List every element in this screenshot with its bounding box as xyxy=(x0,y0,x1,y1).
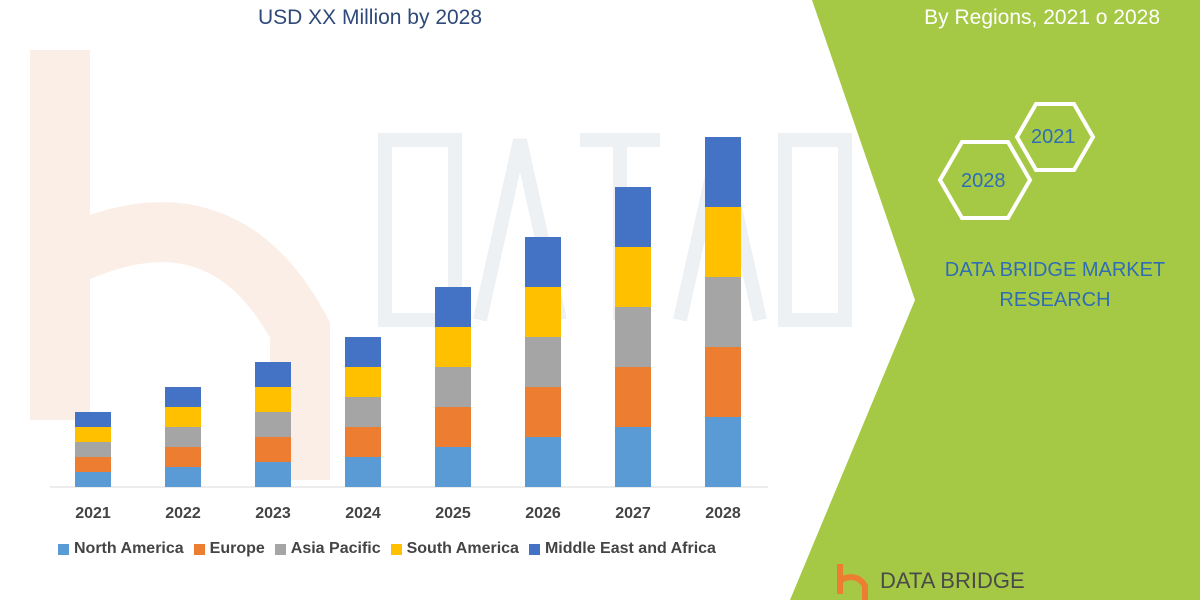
legend-swatch xyxy=(193,543,205,555)
legend-swatch xyxy=(274,543,286,555)
bar-segment-2028-asia-pacific xyxy=(705,277,741,347)
legend-item: Europe xyxy=(193,540,265,558)
legend-swatch xyxy=(58,543,69,555)
bar-segment-2023-asia-pacific xyxy=(255,412,291,437)
bar-segment-2025-europe xyxy=(435,407,471,447)
bar-segment-2025-middle-east-and-africa xyxy=(435,287,471,327)
bar-segment-2028-south-america xyxy=(705,207,741,277)
legend-label: North America xyxy=(74,540,184,557)
bar-segment-2022-middle-east-and-africa xyxy=(165,387,201,407)
bar-segment-2024-europe xyxy=(345,427,381,457)
x-tick-label: 2021 xyxy=(75,505,111,522)
x-tick-label: 2027 xyxy=(615,505,651,522)
legend-swatch xyxy=(390,543,402,555)
bar-segment-2025-south-america xyxy=(435,327,471,367)
legend-label: Middle East and Africa xyxy=(544,540,716,557)
legend-label: Asia Pacific xyxy=(290,540,381,557)
bar-segment-2024-asia-pacific xyxy=(345,397,381,427)
bar-segment-2021-europe xyxy=(75,457,111,472)
legend-item: North America xyxy=(58,540,184,558)
legend-label: South America xyxy=(406,540,519,557)
x-tick-label: 2024 xyxy=(345,505,381,522)
legend-swatch xyxy=(528,543,540,555)
bar-segment-2024-north-america xyxy=(345,457,381,487)
bar-segment-2025-asia-pacific xyxy=(435,367,471,407)
bar-segment-2026-middle-east-and-africa xyxy=(525,237,561,287)
logo-text: DATA BRIDGE xyxy=(880,568,1025,593)
bar-segment-2022-asia-pacific xyxy=(165,427,201,447)
bar-segment-2027-north-america xyxy=(615,427,651,487)
legend-label: Europe xyxy=(209,540,265,557)
bar-segment-2026-south-america xyxy=(525,287,561,337)
x-tick-label: 2023 xyxy=(255,505,291,522)
bar-segment-2028-north-america xyxy=(705,417,741,487)
bar-segment-2026-europe xyxy=(525,387,561,437)
bar-segment-2022-north-america xyxy=(165,467,201,487)
legend-item: Asia Pacific xyxy=(274,540,381,558)
bar-segment-2027-middle-east-and-africa xyxy=(615,187,651,247)
x-tick-label: 2025 xyxy=(435,505,471,522)
bar-segment-2021-asia-pacific xyxy=(75,442,111,457)
legend: North America Europe Asia Pacific South Ame… xyxy=(58,540,716,558)
bar-segment-2022-europe xyxy=(165,447,201,467)
bar-segment-2024-south-america xyxy=(345,367,381,397)
bar-segment-2021-north-america xyxy=(75,472,111,487)
legend-item: South America xyxy=(390,540,519,558)
data-bridge-logo-icon xyxy=(837,564,868,600)
bar-segment-2025-north-america xyxy=(435,447,471,487)
bar-segment-2027-asia-pacific xyxy=(615,307,651,367)
bar-segment-2026-north-america xyxy=(525,437,561,487)
hexagon-2021-icon xyxy=(1014,102,1096,172)
bar-segment-2024-middle-east-and-africa xyxy=(345,337,381,367)
bar-segment-2027-south-america xyxy=(615,247,651,307)
brand-name: DATA BRIDGE MARKET RESEARCH xyxy=(944,259,1166,311)
chart-subtitle: By Regions, 2021 o 2028 xyxy=(924,6,1160,29)
bar-segment-2023-europe xyxy=(255,437,291,462)
hexagon-2028-icon xyxy=(937,140,1033,220)
bar-segment-2028-middle-east-and-africa xyxy=(705,137,741,207)
x-tick-label: 2022 xyxy=(165,505,201,522)
bar-segment-2026-asia-pacific xyxy=(525,337,561,387)
hex-label-2028: 2028 xyxy=(961,170,1006,192)
bar-segment-2023-middle-east-and-africa xyxy=(255,362,291,387)
bar-segment-2022-south-america xyxy=(165,407,201,427)
bar-segment-2021-middle-east-and-africa xyxy=(75,412,111,427)
x-tick-label: 2028 xyxy=(705,505,741,522)
chart-title: USD XX Million by 2028 xyxy=(257,6,483,29)
bar-segment-2023-north-america xyxy=(255,462,291,487)
bar-segment-2027-europe xyxy=(615,367,651,427)
bar-segment-2028-europe xyxy=(705,347,741,417)
watermark-logo-shape xyxy=(30,50,330,480)
hex-label-2021: 2021 xyxy=(1031,126,1076,148)
x-tick-label: 2026 xyxy=(525,505,561,522)
bar-segment-2021-south-america xyxy=(75,427,111,442)
legend-item: Middle East and Africa xyxy=(528,540,716,558)
bar-segment-2023-south-america xyxy=(255,387,291,412)
